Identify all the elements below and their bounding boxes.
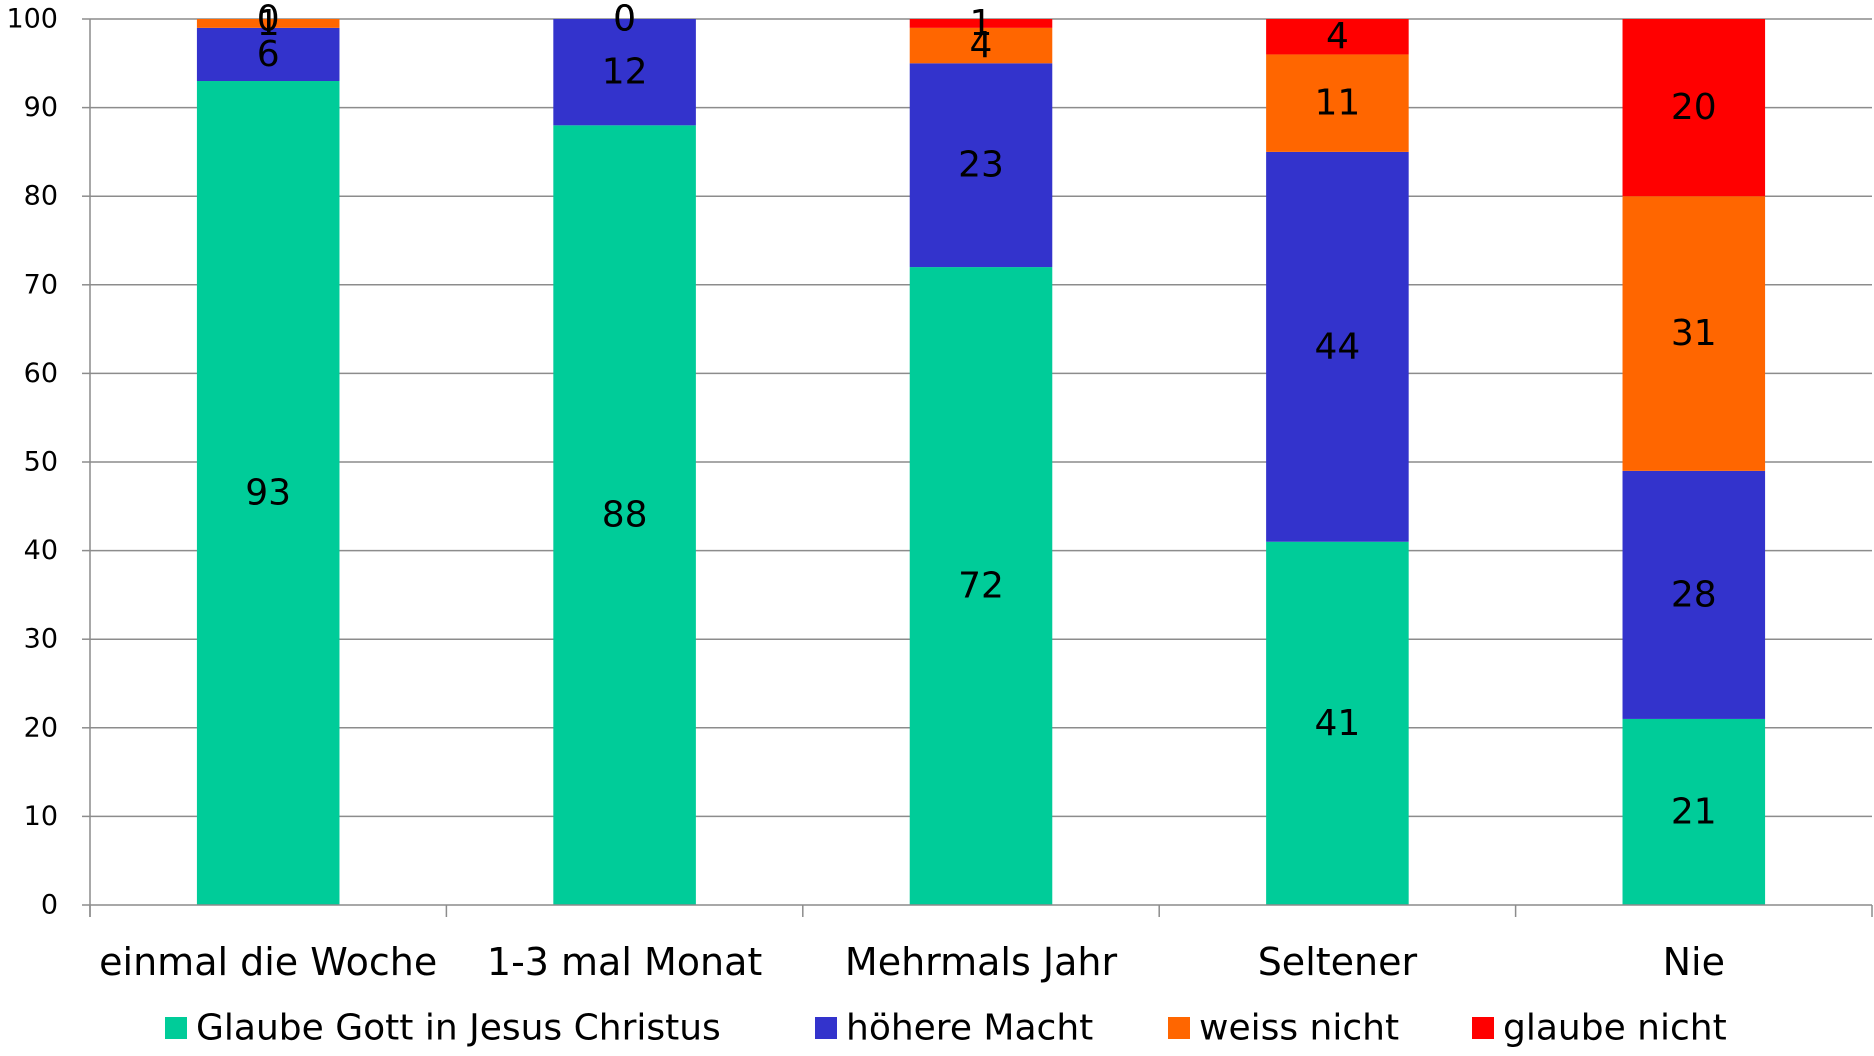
axes: 0 10 20 30 40 50 60 70 80 90 100 einmal die Woche 1-… bbox=[6, 4, 1873, 984]
data-label: 0 bbox=[257, 0, 280, 40]
bar-segment bbox=[1266, 541, 1409, 905]
data-label: 44 bbox=[1314, 326, 1360, 367]
legend-label: weiss nicht bbox=[1199, 1008, 1399, 1049]
legend-label: glaube nicht bbox=[1503, 1008, 1727, 1049]
data-label: 0 bbox=[613, 0, 636, 40]
legend-swatch bbox=[165, 1017, 187, 1039]
y-tick-label: 0 bbox=[41, 890, 58, 921]
bar-segment bbox=[909, 63, 1053, 268]
legend-label: Glaube Gott in Jesus Christus bbox=[196, 1008, 721, 1049]
y-tick-label: 60 bbox=[24, 358, 58, 389]
x-category-label: Seltener bbox=[1258, 940, 1418, 984]
bar-segment bbox=[1622, 470, 1766, 719]
bar-segment bbox=[1622, 19, 1766, 197]
data-label: 12 bbox=[602, 52, 648, 93]
x-category-label: Mehrmals Jahr bbox=[845, 940, 1118, 984]
legend-swatch bbox=[1472, 1017, 1494, 1039]
data-label: 23 bbox=[958, 145, 1004, 186]
data-label: 4 bbox=[970, 25, 993, 66]
x-category-label: einmal die Woche bbox=[99, 940, 437, 984]
bar-segment bbox=[1266, 151, 1409, 542]
legend-swatch bbox=[815, 1017, 837, 1039]
data-label: 11 bbox=[1314, 83, 1360, 124]
bar-segment bbox=[1622, 196, 1766, 471]
data-label: 93 bbox=[245, 473, 291, 514]
data-label: 20 bbox=[1671, 87, 1717, 128]
data-label: 1 bbox=[970, 3, 993, 44]
bar-segment bbox=[1266, 19, 1409, 55]
data-label: 6 bbox=[257, 34, 280, 75]
data-label: 28 bbox=[1671, 574, 1717, 615]
bar-segment bbox=[1266, 54, 1409, 152]
y-tick-label: 80 bbox=[24, 181, 58, 212]
y-tick-label: 100 bbox=[6, 4, 58, 35]
bar-segment bbox=[553, 125, 696, 905]
y-tick-label: 50 bbox=[24, 447, 58, 478]
data-label: 21 bbox=[1671, 791, 1717, 832]
y-tick-label: 90 bbox=[24, 92, 58, 123]
bar-segment bbox=[196, 19, 340, 28]
bar-segment bbox=[909, 267, 1053, 906]
data-label: 31 bbox=[1671, 313, 1717, 354]
bar-segment bbox=[1622, 718, 1766, 905]
y-tick-label: 30 bbox=[24, 624, 58, 655]
bar-segment bbox=[909, 27, 1053, 64]
data-label: 0 bbox=[613, 0, 636, 40]
bar-segment bbox=[196, 81, 340, 905]
y-tick-label: 10 bbox=[24, 801, 58, 832]
x-category-label: Nie bbox=[1663, 940, 1725, 984]
data-label: 88 bbox=[602, 495, 648, 536]
y-tick-label: 40 bbox=[24, 535, 58, 566]
data-label: 1 bbox=[257, 3, 280, 44]
legend: Glaube Gott in Jesus Christus höhere Mach… bbox=[165, 1008, 1727, 1049]
legend-swatch bbox=[1168, 1017, 1190, 1039]
bars bbox=[196, 19, 1766, 906]
bar-segment bbox=[553, 19, 696, 126]
data-label: 41 bbox=[1314, 703, 1360, 744]
y-tick-label: 20 bbox=[24, 712, 58, 743]
bar-segment bbox=[196, 27, 340, 82]
x-category-label: 1-3 mal Monat bbox=[487, 940, 762, 984]
bar-segment bbox=[909, 19, 1053, 28]
y-tick-label: 70 bbox=[24, 269, 58, 300]
legend-label: höhere Macht bbox=[846, 1008, 1093, 1049]
data-label: 4 bbox=[1326, 16, 1349, 57]
data-label: 72 bbox=[958, 566, 1004, 607]
